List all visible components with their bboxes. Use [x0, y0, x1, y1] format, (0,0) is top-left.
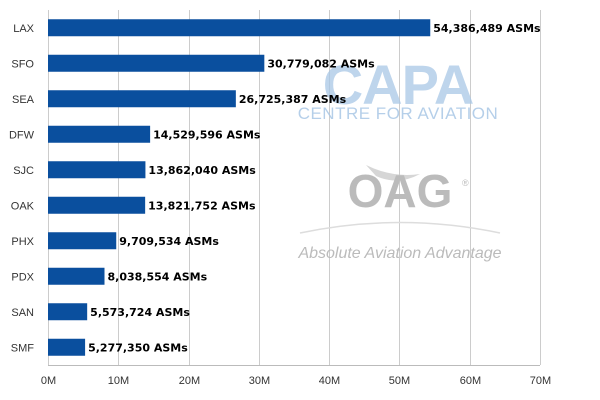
- bar: [48, 232, 117, 250]
- category-labels: LAX SFO SEA DFW SJC OAK PHX PDX SAN SMF: [9, 23, 35, 355]
- bar: [48, 19, 431, 37]
- bar: [48, 338, 86, 356]
- x-axis: 0M 10M 20M 30M 40M 50M 60M 70M: [41, 365, 551, 387]
- x-tick-label: 10M: [108, 375, 129, 387]
- category-label: PHX: [11, 236, 34, 248]
- capa-subtitle: CENTRE FOR AVIATION: [298, 104, 499, 123]
- oag-tagline: Absolute Aviation Advantage: [297, 245, 501, 262]
- bar: [48, 267, 105, 285]
- bar: [48, 90, 236, 108]
- category-label: SMF: [11, 342, 35, 354]
- x-tick-label: 60M: [460, 375, 481, 387]
- data-label: 8,038,554 ASMs: [107, 270, 207, 283]
- category-label: SFO: [11, 58, 34, 70]
- category-label: SEA: [12, 94, 35, 106]
- capa-watermark: CAPA CENTRE FOR AVIATION: [298, 53, 499, 123]
- data-labels: 54,386,489 ASMs 30,779,082 ASMs 26,725,387…: [88, 22, 541, 355]
- bars: [48, 19, 431, 356]
- category-label: PDX: [11, 271, 34, 283]
- bar: [48, 196, 146, 214]
- bar: [48, 303, 88, 321]
- data-label: 13,821,752 ASMs: [148, 199, 256, 212]
- x-tick-label: 0M: [41, 375, 56, 387]
- oag-watermark: OAG ® Absolute Aviation Advantage: [297, 165, 502, 262]
- x-tick-label: 70M: [530, 375, 551, 387]
- category-label: SJC: [13, 165, 34, 177]
- data-label: 54,386,489 ASMs: [433, 22, 541, 35]
- data-label: 26,725,387 ASMs: [239, 93, 347, 106]
- oag-logo-text: OAG: [348, 165, 453, 217]
- oag-swoosh-icon: [366, 165, 420, 181]
- category-label: LAX: [13, 23, 34, 35]
- data-label: 9,709,534 ASMs: [119, 235, 219, 248]
- x-tick-label: 30M: [249, 375, 270, 387]
- x-tick-label: 50M: [389, 375, 410, 387]
- x-tick-label: 20M: [179, 375, 200, 387]
- data-label: 13,862,040 ASMs: [148, 164, 256, 177]
- data-label: 14,529,596 ASMs: [153, 128, 261, 141]
- x-tick-label: 40M: [319, 375, 340, 387]
- data-label: 30,779,082 ASMs: [267, 57, 375, 70]
- bar: [48, 161, 146, 179]
- category-label: SAN: [11, 307, 34, 319]
- data-label: 5,277,350 ASMs: [88, 341, 188, 354]
- data-label: 5,573,724 ASMs: [90, 306, 190, 319]
- category-label: DFW: [9, 129, 35, 141]
- bar: [48, 125, 151, 143]
- category-label: OAK: [11, 200, 35, 212]
- capa-logo-text: CAPA: [323, 53, 474, 116]
- oag-underline-icon: [299, 221, 501, 234]
- registered-mark-icon: ®: [462, 178, 469, 188]
- bar: [48, 54, 265, 72]
